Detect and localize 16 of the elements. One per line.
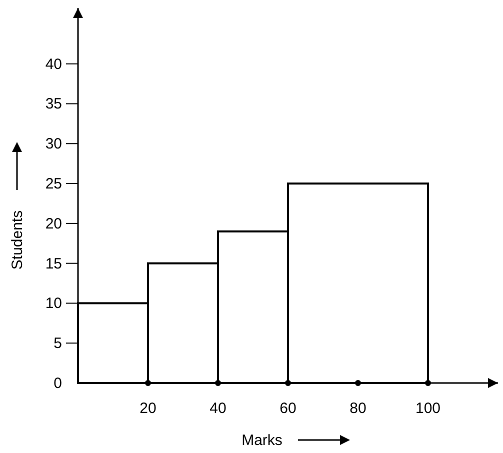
y-axis-title: Students xyxy=(9,210,26,270)
x-tick-label: 60 xyxy=(280,400,296,417)
y-tick-label: 5 xyxy=(54,335,62,352)
x-tick-label: 40 xyxy=(210,400,226,417)
x-tick-label: 80 xyxy=(350,400,366,417)
x-tick-label: 100 xyxy=(415,400,441,417)
y-tick-label: 30 xyxy=(45,136,62,153)
y-tick-label: 25 xyxy=(45,176,62,193)
y-tick-label: 15 xyxy=(45,255,62,272)
y-tick-label: 20 xyxy=(45,215,62,232)
y-tick-label: 40 xyxy=(45,56,62,73)
y-tick-label: 35 xyxy=(45,96,62,113)
y-tick-label: 10 xyxy=(45,295,62,312)
y-tick-label: 0 xyxy=(54,375,62,392)
x-tick-label: 20 xyxy=(140,400,156,417)
x-axis-title: Marks xyxy=(242,432,282,449)
